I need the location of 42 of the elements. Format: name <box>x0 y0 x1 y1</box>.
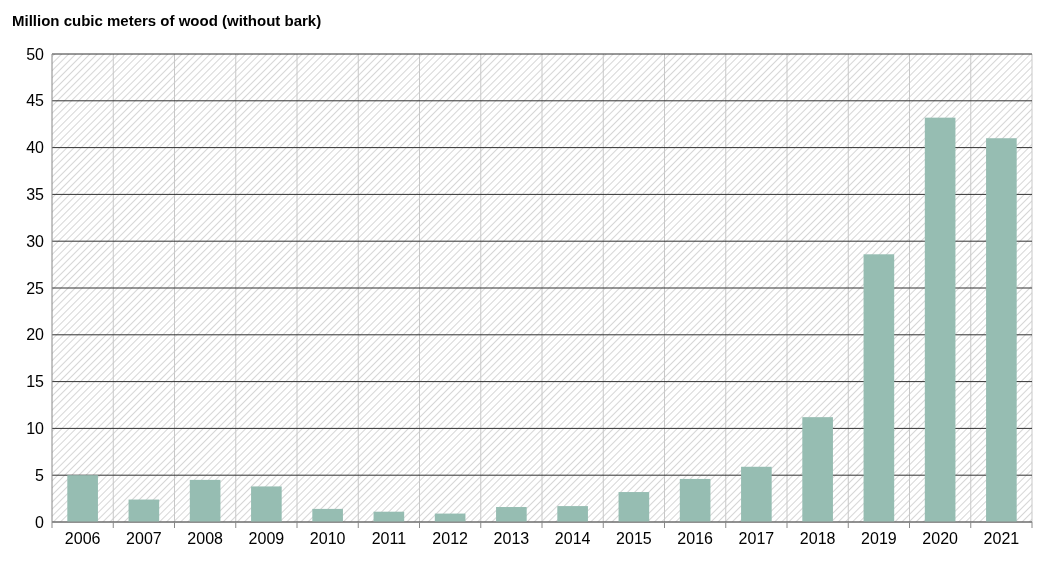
y-tick-label: 20 <box>26 326 45 344</box>
y-tick-label: 45 <box>26 92 45 110</box>
x-tick-label: 2013 <box>493 530 530 547</box>
bar <box>312 508 343 522</box>
x-tick-label: 2016 <box>677 530 714 547</box>
x-tick-label: 2015 <box>616 530 652 547</box>
y-tick-label: 35 <box>26 186 45 203</box>
bar <box>67 475 98 522</box>
bar <box>986 138 1017 522</box>
x-tick-label: 2020 <box>922 530 959 547</box>
y-tick-label: 5 <box>35 466 45 484</box>
bar <box>251 486 282 522</box>
y-tick-label: 50 <box>26 45 45 63</box>
y-tick-label: 25 <box>26 279 45 297</box>
x-tick-label: 2006 <box>64 530 101 547</box>
x-tick-label: 2009 <box>248 530 285 547</box>
y-tick-label: 0 <box>35 513 45 531</box>
bar <box>802 417 833 522</box>
x-tick-label: 2011 <box>371 530 407 547</box>
bar <box>679 478 711 522</box>
y-axis-title: Million cubic meters of wood (without bark) <box>12 12 322 29</box>
bar <box>618 492 650 522</box>
x-tick-label: 2021 <box>983 530 1020 547</box>
bar <box>496 507 527 522</box>
bar <box>557 506 588 522</box>
bar <box>189 479 221 522</box>
bar <box>863 254 895 522</box>
x-tick-label: 2017 <box>738 530 775 547</box>
x-tick-label: 2012 <box>432 530 469 547</box>
y-tick-label: 40 <box>26 139 45 157</box>
bar <box>924 117 956 522</box>
x-tick-label: 2018 <box>799 530 836 547</box>
y-tick-label: 30 <box>26 232 45 250</box>
bar <box>128 499 160 522</box>
x-tick-label: 2014 <box>554 530 591 547</box>
bar <box>741 466 772 522</box>
x-tick-label: 2019 <box>861 530 897 547</box>
x-tick-label: 2007 <box>126 530 162 547</box>
x-tick-label: 2010 <box>309 530 346 547</box>
y-tick-label: 10 <box>26 420 45 437</box>
y-tick-label: 15 <box>26 373 45 391</box>
x-tick-label: 2008 <box>187 530 224 547</box>
